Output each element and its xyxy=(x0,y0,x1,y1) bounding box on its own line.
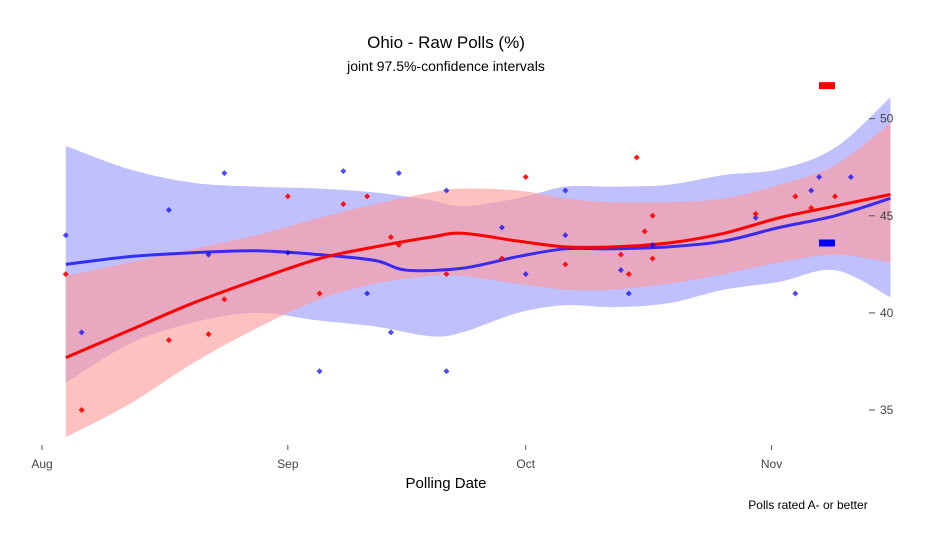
y-tick-label: 40 xyxy=(880,306,894,320)
poll-point-red xyxy=(562,261,569,268)
poll-point-blue xyxy=(562,232,569,239)
poll-point-blue xyxy=(498,224,505,231)
poll-point-blue xyxy=(649,241,656,248)
y-tick-label: 35 xyxy=(880,403,894,417)
poll-point-red xyxy=(641,228,648,235)
poll-point-red xyxy=(316,290,323,297)
poll-point-blue xyxy=(205,251,212,258)
poll-point-red xyxy=(633,154,640,161)
poll-point-red xyxy=(498,255,505,262)
poll-point-red xyxy=(649,255,656,262)
poll-point-red xyxy=(752,210,759,217)
poll-point-blue xyxy=(808,187,815,194)
poll-point-blue xyxy=(165,206,172,213)
poll-point-red xyxy=(395,241,402,248)
poll-point-red xyxy=(792,193,799,200)
poll-point-red xyxy=(617,251,624,258)
poll-point-red xyxy=(625,271,632,278)
poll-point-red xyxy=(62,271,69,278)
poll-point-blue xyxy=(364,290,371,297)
chart-title: Ohio - Raw Polls (%) xyxy=(367,33,525,52)
poll-point-red xyxy=(284,193,291,200)
chart-subtitle: joint 97.5%-confidence intervals xyxy=(346,58,545,74)
poll-point-red xyxy=(387,234,394,241)
trend-line-red xyxy=(65,192,891,359)
band-red xyxy=(65,122,891,438)
y-axis: 35 40 45 50 xyxy=(869,112,894,417)
poll-point-blue xyxy=(62,232,69,239)
poll-point-blue xyxy=(625,290,632,297)
poll-point-red xyxy=(522,173,529,180)
poll-point-blue xyxy=(284,249,291,256)
poll-point-red xyxy=(364,193,371,200)
x-tick-label: Aug xyxy=(31,457,52,471)
poll-point-blue xyxy=(443,187,450,194)
poll-point-red xyxy=(832,193,838,200)
poll-point-blue xyxy=(617,267,624,274)
legend-swatch-red xyxy=(819,82,835,90)
poll-point-blue xyxy=(387,329,394,336)
x-axis-label: Polling Date xyxy=(406,475,487,492)
x-tick-label: Sep xyxy=(277,457,299,471)
poll-point-blue xyxy=(221,170,228,177)
chart-caption: Polls rated A- or better xyxy=(748,498,867,512)
poll-point-red xyxy=(340,201,347,208)
poll-point-blue xyxy=(340,168,347,175)
trend-lines xyxy=(65,192,891,359)
y-tick-label: 45 xyxy=(880,209,894,223)
poll-point-blue xyxy=(316,368,323,375)
poll-point-red xyxy=(221,296,228,303)
poll-points xyxy=(62,154,854,414)
poll-point-blue xyxy=(562,187,569,194)
poll-point-blue xyxy=(443,368,450,375)
poll-point-red xyxy=(165,337,172,344)
x-axis: Aug Sep Oct Nov xyxy=(31,445,782,471)
poll-point-blue xyxy=(792,290,799,297)
poll-point-blue xyxy=(816,173,823,180)
poll-point-blue xyxy=(395,170,402,177)
poll-point-red xyxy=(205,331,212,338)
legend xyxy=(819,82,835,247)
x-tick-label: Nov xyxy=(761,457,782,471)
trend-line-blue xyxy=(65,196,891,273)
poll-point-blue xyxy=(752,214,759,221)
poll-point-red xyxy=(808,205,815,212)
poll-point-red xyxy=(78,407,85,414)
poll-point-blue xyxy=(78,329,85,336)
confidence-bands xyxy=(65,97,891,438)
x-tick-label: Oct xyxy=(516,457,535,471)
legend-swatch-blue xyxy=(819,239,835,247)
poll-point-blue xyxy=(847,173,854,180)
poll-point-red xyxy=(649,212,656,219)
poll-point-blue xyxy=(522,271,529,278)
y-tick-label: 50 xyxy=(880,112,894,126)
poll-point-red xyxy=(443,271,450,278)
